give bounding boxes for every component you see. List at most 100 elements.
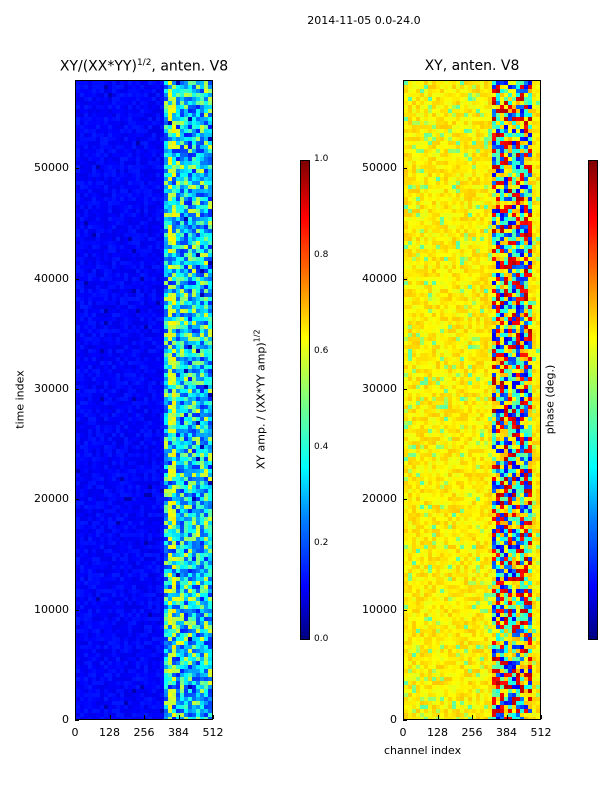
heatmap-cell (76, 345, 81, 350)
heatmap-cell (108, 489, 113, 494)
heatmap-cell (80, 317, 85, 322)
heatmap-cell (136, 165, 141, 170)
heatmap-cell (148, 261, 153, 266)
heatmap-cell (184, 221, 189, 226)
heatmap-cell (116, 169, 121, 174)
heatmap-cell (176, 489, 181, 494)
amp-title-suffix: , anten. V8 (151, 58, 229, 75)
heatmap-cell (160, 653, 165, 658)
heatmap-cell (188, 253, 193, 258)
heatmap-cell (108, 357, 113, 362)
heatmap-cell (144, 309, 149, 314)
heatmap-cell (108, 493, 113, 498)
heatmap-cell (180, 229, 185, 234)
heatmap-cell (88, 533, 93, 538)
heatmap-cell (148, 257, 153, 262)
heatmap-cell (196, 433, 201, 438)
heatmap-cell (104, 81, 109, 86)
heatmap-cell (144, 397, 149, 402)
heatmap-cell (168, 201, 173, 206)
heatmap-cell (92, 497, 97, 502)
heatmap-cell (92, 185, 97, 190)
heatmap-cell (204, 453, 209, 458)
heatmap-cell (124, 341, 129, 346)
heatmap-cell (196, 613, 201, 618)
heatmap-cell (132, 609, 137, 614)
heatmap-cell (104, 241, 109, 246)
heatmap-cell (100, 329, 105, 334)
heatmap-cell (168, 637, 173, 642)
heatmap-cell (172, 353, 177, 358)
heatmap-cell (148, 413, 153, 418)
heatmap-cell (76, 221, 81, 226)
heatmap-cell (132, 273, 137, 278)
heatmap-cell (132, 193, 137, 198)
heatmap-cell (112, 593, 117, 598)
heatmap-cell (196, 257, 201, 262)
heatmap-cell (200, 537, 205, 542)
heatmap-cell (96, 477, 101, 482)
heatmap-cell (128, 249, 133, 254)
heatmap-cell (172, 405, 177, 410)
heatmap-cell (148, 537, 153, 542)
heatmap-cell (112, 661, 117, 666)
heatmap-cell (176, 157, 181, 162)
heatmap-cell (116, 213, 121, 218)
heatmap-cell (120, 537, 125, 542)
heatmap-cell (176, 297, 181, 302)
heatmap-cell (180, 365, 185, 370)
heatmap-cell (96, 457, 101, 462)
heatmap-cell (128, 213, 133, 218)
heatmap-cell (108, 93, 113, 98)
heatmap-cell (100, 277, 105, 282)
heatmap-cell (92, 573, 97, 578)
heatmap-cell (96, 89, 101, 94)
heatmap-cell (76, 85, 81, 90)
heatmap-cell (200, 313, 205, 318)
heatmap-cell (132, 369, 137, 374)
heatmap-cell (132, 249, 137, 254)
heatmap-cell (144, 465, 149, 470)
heatmap-cell (148, 629, 153, 634)
heatmap-cell (104, 121, 109, 126)
heatmap-cell (104, 93, 109, 98)
heatmap-cell (128, 329, 133, 334)
heatmap-cell (120, 405, 125, 410)
heatmap-cell (92, 601, 97, 606)
heatmap-cell (80, 201, 85, 206)
heatmap-cell (144, 169, 149, 174)
heatmap-cell (140, 133, 145, 138)
heatmap-cell (80, 109, 85, 114)
heatmap-cell (160, 509, 165, 514)
heatmap-cell (80, 597, 85, 602)
heatmap-cell (124, 117, 129, 122)
heatmap-cell (192, 565, 197, 570)
heatmap-cell (88, 337, 93, 342)
heatmap-cell (124, 249, 129, 254)
heatmap-cell (108, 573, 113, 578)
heatmap-cell (132, 561, 137, 566)
heatmap-cell (160, 169, 165, 174)
heatmap-cell (128, 241, 133, 246)
heatmap-cell (104, 617, 109, 622)
heatmap-cell (132, 429, 137, 434)
heatmap-cell (200, 277, 205, 282)
heatmap-cell (156, 569, 161, 574)
heatmap-cell (176, 353, 181, 358)
heatmap-cell (104, 201, 109, 206)
amp-heatmap[interactable] (75, 80, 213, 720)
heatmap-cell (140, 401, 145, 406)
heatmap-cell (152, 533, 157, 538)
heatmap-cell (128, 521, 133, 526)
heatmap-cell (112, 545, 117, 550)
heatmap-cell (184, 449, 189, 454)
heatmap-cell (208, 373, 212, 378)
heatmap-cell (128, 457, 133, 462)
heatmap-cell (204, 641, 209, 646)
heatmap-cell (92, 249, 97, 254)
heatmap-cell (112, 585, 117, 590)
heatmap-cell (104, 453, 109, 458)
heatmap-cell (116, 537, 121, 542)
heatmap-cell (124, 441, 129, 446)
amp-title-prefix: XY/(XX*YY) (59, 58, 137, 75)
